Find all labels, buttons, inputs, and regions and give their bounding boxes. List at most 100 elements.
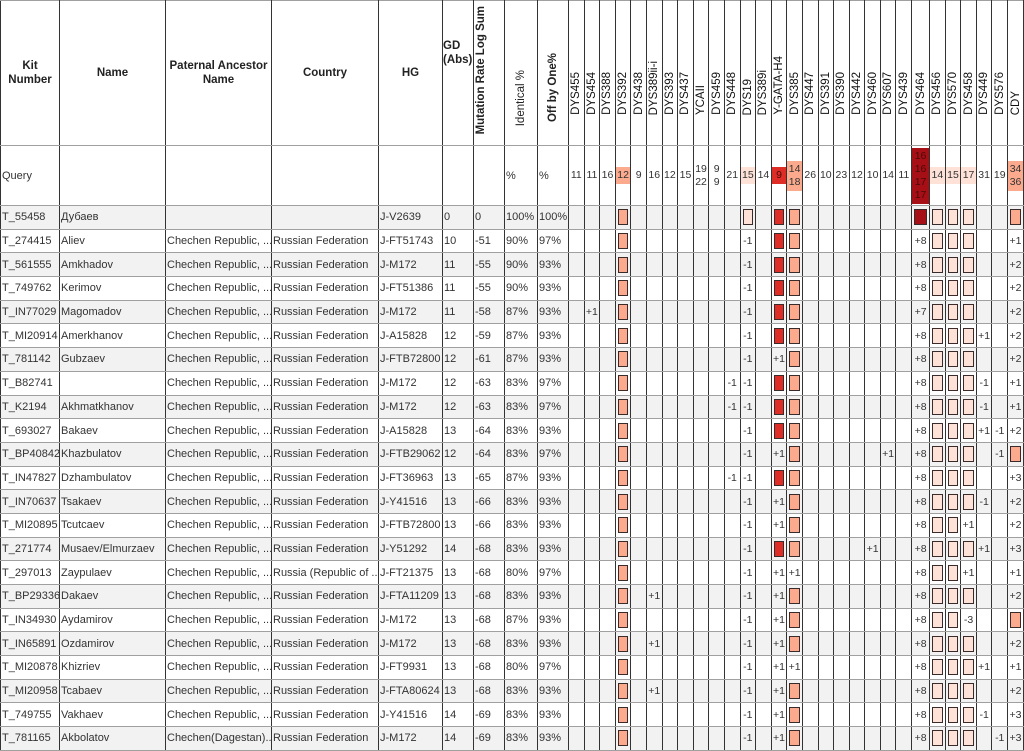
col-header-dys391[interactable]: DYS391: [817, 0, 835, 146]
table-row[interactable]: T_B82741 Chechen Republic, ... Russian Fed…: [0, 370, 1024, 396]
str-cell-dys389ii-i: [645, 560, 663, 585]
table-row[interactable]: T_561555 Amkhadov Chechen Republic, ... Rus…: [0, 252, 1024, 278]
cell-kit-number[interactable]: T_IN65891: [0, 631, 60, 657]
col-header-dys570[interactable]: DYS570: [944, 0, 962, 146]
marker-label: DYS392: [617, 72, 630, 115]
str-cell-dys388: [599, 441, 616, 467]
cell-kit-number[interactable]: T_271774: [0, 536, 60, 562]
table-row[interactable]: T_IN65891 Ozdamirov Chechen Republic, ... R…: [0, 631, 1024, 657]
table-row[interactable]: T_274415 Aliev Chechen Republic, ... Russia…: [0, 228, 1024, 254]
cell-kit-number[interactable]: T_K2194: [0, 394, 60, 420]
col-header-gd[interactable]: GD (Abs): [442, 0, 474, 146]
col-header-dys388[interactable]: DYS388: [599, 0, 616, 146]
col-header-dys456[interactable]: DYS456: [929, 0, 946, 146]
cell-kit-number[interactable]: T_IN47827: [0, 465, 60, 491]
col-header-dys449[interactable]: DYS449: [975, 0, 993, 146]
table-row[interactable]: T_IN34930 Aydamirov Chechen Republic, ... R…: [0, 607, 1024, 633]
col-header-dys459[interactable]: DYS459: [708, 0, 725, 146]
cell-kit-number[interactable]: T_297013: [0, 560, 60, 585]
cell-kit-number[interactable]: T_749755: [0, 702, 60, 728]
str-cell-dys389i: [755, 252, 772, 278]
str-cell-cdy: +3: [1007, 465, 1024, 491]
cell-kit-number[interactable]: T_BP29336: [0, 584, 60, 609]
col-header-dys454[interactable]: DYS454: [583, 0, 601, 146]
str-cell-dys458: [960, 370, 977, 396]
col-header-dys442[interactable]: DYS442: [848, 0, 866, 146]
table-row[interactable]: T_MI20958 Tcabaev Chechen Republic, ... Rus…: [0, 678, 1024, 704]
col-header-dys438[interactable]: DYS438: [630, 0, 647, 146]
table-row[interactable]: T_IN77029 Magomadov Chechen Republic, ... R…: [0, 299, 1024, 325]
col-header-dys460[interactable]: DYS460: [864, 0, 881, 146]
cell-kit-number[interactable]: T_781165: [0, 726, 60, 751]
str-cell-dys389i: [755, 299, 772, 325]
col-header-off-by-one[interactable]: Off by One%: [537, 0, 569, 146]
table-row[interactable]: T_MI20895 Tcutcaev Chechen Republic, ... Ru…: [0, 512, 1024, 538]
table-row[interactable]: T_BP40842 Khazbulatov Chechen Republic, ..…: [0, 441, 1024, 467]
cell-kit-number[interactable]: T_749762: [0, 276, 60, 301]
col-header-dys389ii-i[interactable]: DYS389ii-i: [645, 0, 663, 146]
col-header-mutation-rate[interactable]: Mutation Rate Log Sum: [473, 0, 505, 146]
col-header-dys392[interactable]: DYS392: [614, 0, 632, 146]
col-header-dys447[interactable]: DYS447: [801, 0, 819, 146]
cell-kit-number[interactable]: T_IN34930: [0, 607, 60, 633]
table-row[interactable]: T_749755 Vakhaev Chechen Republic, ... Russ…: [0, 702, 1024, 728]
col-header-dys393[interactable]: DYS393: [661, 0, 679, 146]
str-cell-dys389i: [755, 465, 772, 491]
col-header-ycaii[interactable]: YCAII: [692, 0, 710, 146]
cell-kit-number[interactable]: T_BP40842: [0, 441, 60, 467]
col-header-hg[interactable]: HG: [378, 0, 443, 146]
col-header-dys437[interactable]: DYS437: [677, 0, 694, 146]
table-row[interactable]: T_MI20914 Amerkhanov Chechen Republic, ...…: [0, 323, 1024, 349]
cell-kit-number[interactable]: T_MI20895: [0, 512, 60, 538]
str-cell-dys570: [944, 678, 962, 704]
col-header-dys19[interactable]: DYS19: [739, 0, 757, 146]
table-row[interactable]: T_K2194 Akhmatkhanov Chechen Republic, ...…: [0, 394, 1024, 420]
table-row[interactable]: T_693027 Bakaev Chechen Republic, ... Russi…: [0, 418, 1024, 443]
col-header-dys389i[interactable]: DYS389i: [755, 0, 772, 146]
table-row[interactable]: T_749762 Kerimov Chechen Republic, ... Russ…: [0, 276, 1024, 301]
col-header-country[interactable]: Country: [271, 0, 379, 146]
col-header-cdy[interactable]: CDY: [1007, 0, 1024, 146]
cell-kit-number[interactable]: T_B82741: [0, 370, 60, 396]
str-cell-dys459: [708, 252, 725, 278]
cell-kit-number[interactable]: T_IN70637: [0, 489, 60, 514]
cell-kit-number[interactable]: T_IN77029: [0, 299, 60, 325]
col-header-paternal-ancestor[interactable]: Paternal Ancestor Name: [165, 0, 272, 146]
cell-kit-number[interactable]: T_MI20958: [0, 678, 60, 704]
table-row[interactable]: T_MI20878 Khizriev Chechen Republic, ... Ru…: [0, 655, 1024, 680]
table-row[interactable]: T_271774 Musaev/Elmurzaev Chechen Republic…: [0, 536, 1024, 562]
str-cell-dys576: [991, 607, 1009, 633]
table-row[interactable]: T_IN47827 Dzhambulatov Chechen Republic, .…: [0, 465, 1024, 491]
table-row[interactable]: T_781142 Gubzaev Chechen Republic, ... Russ…: [0, 347, 1024, 372]
col-header-dys464[interactable]: DYS464: [911, 0, 931, 146]
col-header-dys455[interactable]: DYS455: [568, 0, 585, 146]
cell-kit-number[interactable]: T_781142: [0, 347, 60, 372]
col-header-name[interactable]: Name: [59, 0, 166, 146]
col-header-dys448[interactable]: DYS448: [723, 0, 741, 146]
str-cell-cdy: +2: [1007, 323, 1024, 349]
col-header-identical[interactable]: Identical %: [504, 0, 538, 146]
col-header-dys385[interactable]: DYS385: [786, 0, 803, 146]
col-header-dys576[interactable]: DYS576: [991, 0, 1009, 146]
cell-kit-number[interactable]: T_MI20878: [0, 655, 60, 680]
cell-kit-number[interactable]: T_693027: [0, 418, 60, 443]
table-row[interactable]: T_297013 Zaypulaev Chechen Republic, ... Ru…: [0, 560, 1024, 585]
cell-off-by-one-pct: 93%: [537, 536, 569, 562]
col-header-kit-number[interactable]: Kit Number: [0, 0, 60, 146]
str-cell-dys448: [723, 584, 741, 609]
table-row[interactable]: T_781165 Akbolatov Chechen(Dagestan)... Rus…: [0, 726, 1024, 751]
col-header-dys458[interactable]: DYS458: [960, 0, 977, 146]
col-header-dys390[interactable]: DYS390: [833, 0, 850, 146]
table-row[interactable]: T_IN70637 Tsakaev Chechen Republic, ... Rus…: [0, 489, 1024, 514]
cell-kit-number[interactable]: T_274415: [0, 228, 60, 254]
col-header-dys439[interactable]: DYS439: [895, 0, 913, 146]
str-cell-ycaii: [692, 631, 710, 657]
col-header-y-gata-h4[interactable]: Y-GATA-H4: [770, 0, 788, 146]
table-row[interactable]: T_BP29336 Dakaev Chechen Republic, ... Russ…: [0, 584, 1024, 609]
table-row[interactable]: T_55458 Дубаев J-V2639 0 0 100% 100%: [0, 205, 1024, 230]
str-cell-dys456: [929, 631, 946, 657]
cell-kit-number[interactable]: T_MI20914: [0, 323, 60, 349]
col-header-dys607[interactable]: DYS607: [879, 0, 897, 146]
cell-kit-number[interactable]: T_55458: [0, 205, 60, 230]
cell-kit-number[interactable]: T_561555: [0, 252, 60, 278]
